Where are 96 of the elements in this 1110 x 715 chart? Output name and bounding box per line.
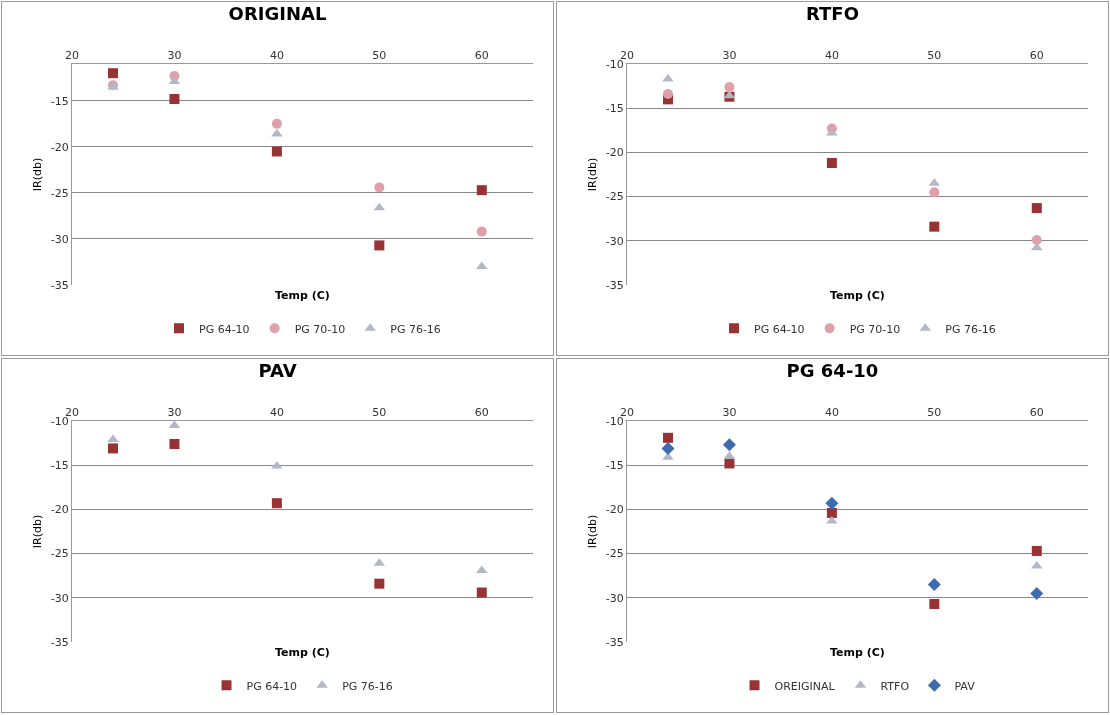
y-tick-label: -10 bbox=[50, 414, 69, 428]
y-tick-label: -35 bbox=[605, 635, 624, 649]
legend-label: PG 70-10 bbox=[849, 322, 901, 336]
legend-label: OREIGINAL bbox=[774, 679, 836, 693]
point bbox=[476, 226, 487, 237]
x-tick-label: 30 bbox=[167, 405, 182, 419]
x-tick-label: 40 bbox=[269, 48, 284, 62]
x-tick-label: 60 bbox=[1029, 48, 1044, 62]
chart-title: ORIGINAL bbox=[228, 2, 327, 24]
point bbox=[724, 81, 735, 92]
x-tick-label: 60 bbox=[474, 405, 489, 419]
x-tick-label: 30 bbox=[722, 48, 737, 62]
legend-label: PG 76-16 bbox=[390, 322, 441, 336]
point bbox=[169, 438, 180, 449]
chart-title: PG 64-10 bbox=[786, 359, 879, 381]
point bbox=[107, 443, 118, 454]
y-tick-label: -25 bbox=[50, 186, 69, 200]
y-tick-label: -15 bbox=[50, 94, 69, 108]
y-tick-label: -25 bbox=[605, 190, 624, 204]
y-axis-title: IR(db) bbox=[31, 514, 45, 549]
point bbox=[724, 458, 735, 469]
point bbox=[374, 240, 385, 251]
x-tick-label: 50 bbox=[927, 48, 942, 62]
point bbox=[476, 261, 488, 270]
y-tick-label: -15 bbox=[605, 459, 624, 473]
legend-label: PG 64-10 bbox=[199, 322, 250, 336]
point bbox=[1031, 203, 1042, 214]
x-tick-label: 40 bbox=[824, 48, 839, 62]
x-tick-label: 30 bbox=[167, 48, 182, 62]
x-axis-title: Temp (C) bbox=[830, 289, 885, 302]
point bbox=[1031, 234, 1042, 245]
point bbox=[826, 158, 837, 169]
point bbox=[374, 578, 385, 589]
chart-title: PAV bbox=[258, 359, 297, 381]
x-tick-label: 40 bbox=[269, 405, 284, 419]
point bbox=[662, 89, 673, 100]
y-tick-label: -20 bbox=[605, 146, 624, 160]
y-tick-label: -20 bbox=[605, 503, 624, 517]
point bbox=[1031, 545, 1042, 556]
point bbox=[826, 507, 837, 518]
point bbox=[929, 187, 940, 198]
legend-label: PAV bbox=[954, 679, 976, 693]
point bbox=[271, 146, 282, 157]
y-tick-label: -35 bbox=[605, 278, 624, 292]
point bbox=[722, 438, 736, 452]
point bbox=[662, 432, 673, 443]
point bbox=[476, 185, 487, 196]
y-tick-label: -25 bbox=[50, 547, 69, 561]
y-axis-title: IR(db) bbox=[586, 157, 600, 192]
point bbox=[661, 441, 675, 455]
point bbox=[271, 118, 282, 129]
point bbox=[107, 434, 119, 443]
y-tick-label: -30 bbox=[605, 234, 624, 248]
y-tick-label: -30 bbox=[50, 232, 69, 246]
point bbox=[929, 221, 940, 232]
y-tick-label: -25 bbox=[605, 547, 624, 561]
x-tick-label: 50 bbox=[372, 405, 387, 419]
y-tick-label: -20 bbox=[50, 503, 69, 517]
y-tick-label: -20 bbox=[50, 140, 69, 154]
x-tick-label: 30 bbox=[722, 405, 737, 419]
x-tick-label: 40 bbox=[824, 405, 839, 419]
legend-label: PG 64-10 bbox=[246, 679, 298, 693]
point bbox=[271, 498, 282, 509]
y-tick-label: -35 bbox=[50, 635, 69, 649]
x-tick-label: 20 bbox=[65, 48, 79, 62]
x-axis-title: Temp (C) bbox=[275, 289, 330, 302]
legend-label: PG 76-16 bbox=[945, 322, 996, 336]
point bbox=[169, 93, 180, 104]
y-axis-title: IR(db) bbox=[586, 514, 600, 549]
y-tick-label: -30 bbox=[50, 591, 69, 605]
x-tick-label: 60 bbox=[474, 48, 489, 62]
legend-label: PG 64-10 bbox=[754, 322, 805, 336]
point bbox=[927, 578, 941, 592]
point bbox=[107, 68, 118, 79]
y-tick-label: -10 bbox=[605, 57, 624, 71]
y-axis-title: IR(db) bbox=[31, 157, 45, 192]
point bbox=[825, 496, 839, 510]
chart-title: RTFO bbox=[806, 2, 859, 24]
legend-label: PG 76-16 bbox=[342, 679, 393, 693]
point bbox=[476, 587, 487, 598]
y-tick-label: -30 bbox=[605, 591, 624, 605]
x-tick-label: 50 bbox=[927, 405, 942, 419]
point bbox=[929, 598, 940, 609]
point bbox=[1031, 242, 1043, 251]
y-tick-label: -15 bbox=[605, 102, 624, 116]
point bbox=[374, 182, 385, 193]
x-axis-title: Temp (C) bbox=[275, 646, 330, 659]
x-tick-label: 60 bbox=[1029, 405, 1044, 419]
point bbox=[1030, 586, 1044, 600]
y-tick-label: -35 bbox=[50, 278, 69, 292]
x-axis-title: Temp (C) bbox=[830, 646, 885, 659]
legend-label: RTFO bbox=[880, 679, 910, 693]
x-tick-label: 50 bbox=[372, 48, 387, 62]
legend-label: PG 70-10 bbox=[294, 322, 346, 336]
y-tick-label: -10 bbox=[605, 414, 624, 428]
y-tick-label: -15 bbox=[50, 459, 69, 473]
